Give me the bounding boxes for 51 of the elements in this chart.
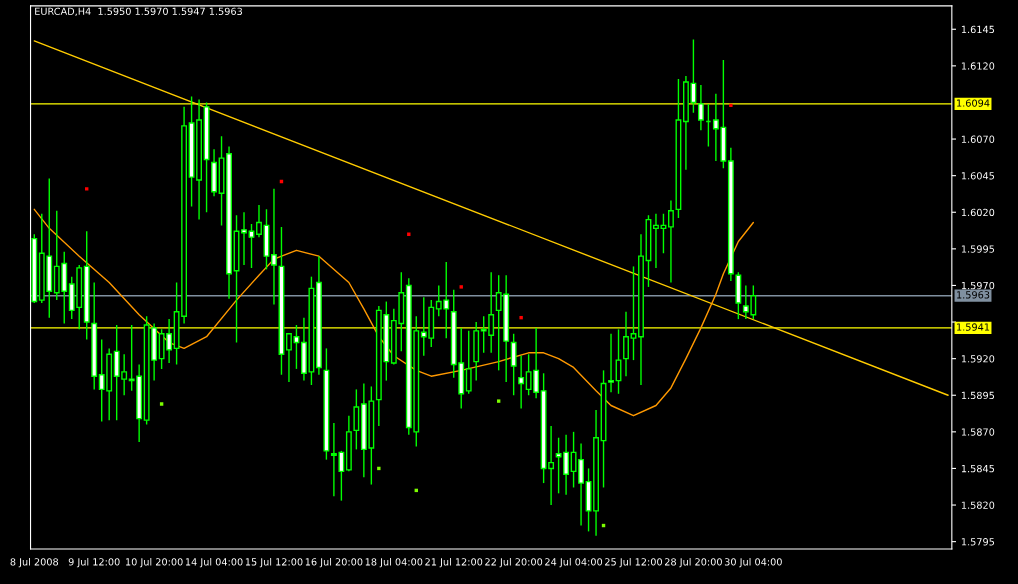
candlestick	[653, 213, 659, 269]
x-tick-label: 25 Jul 12:00	[605, 557, 662, 568]
point	[377, 466, 381, 471]
candlestick	[465, 330, 472, 395]
y-tick-label: 1.5845	[961, 464, 995, 473]
x-tick-label: 22 Jul 20:00	[485, 557, 543, 568]
point	[496, 399, 501, 403]
candlestick	[630, 265, 637, 361]
ref-line-label: 1.5963	[957, 291, 990, 299]
y-tick-label: 1.6045	[961, 172, 995, 180]
y-tick-label: 1.5795	[961, 538, 995, 546]
y-tick-label: 1.6070	[961, 135, 995, 143]
point	[459, 285, 463, 289]
line-series	[33, 208, 755, 417]
x-tick-label: 14 Jul 04:00	[185, 557, 243, 568]
y-tick-label: 1.5970	[961, 281, 995, 290]
y-tick-label: 1.5820	[961, 501, 995, 509]
y-tick-label: 1.6020	[961, 208, 995, 217]
y-tick-label: 1.5995	[961, 245, 995, 253]
candlestick	[510, 333, 517, 396]
candlestick	[697, 84, 704, 131]
point	[85, 187, 89, 191]
y-tick-label: 1.5920	[961, 355, 995, 363]
candlestick	[608, 333, 614, 394]
ref-line-label: 1.5941	[957, 323, 990, 331]
x-tick-label: 15 Jul 12:00	[245, 557, 303, 568]
y-tick-label: 1.5895	[961, 391, 995, 400]
x-tick-label: 28 Jul 20:00	[664, 557, 722, 568]
candlestick	[256, 204, 262, 238]
x-tick-label: 30 Jul 04:00	[724, 557, 782, 568]
candlestick	[623, 311, 629, 377]
y-tick-label: 1.6145	[961, 25, 995, 34]
candlestick	[241, 211, 247, 266]
chart-title: EURCAD,H4 1.5950 1.5970 1.5947 1.5963	[35, 7, 243, 16]
candlestick	[353, 388, 360, 451]
x-tick-label: 18 Jul 04:00	[365, 557, 423, 568]
point	[159, 402, 164, 406]
point	[519, 315, 523, 320]
ref-line-label: 1.6094	[957, 99, 990, 107]
x-tick-label: 10 Jul 20:00	[126, 557, 183, 568]
candlestick	[271, 188, 277, 306]
candlestick	[518, 355, 525, 410]
y-tick-label: 1.6120	[961, 62, 995, 70]
x-tick-label: 8 Jul 2008	[10, 557, 59, 568]
x-tick-label: 9 Jul 12:00	[68, 557, 120, 568]
x-tick-label: 16 Jul 20:00	[305, 557, 363, 568]
candlestick	[668, 199, 674, 284]
x-tick-label: 21 Jul 12:00	[425, 557, 483, 568]
y-tick-label: 1.5870	[961, 428, 995, 436]
point	[729, 103, 733, 108]
x-tick-label: 24 Jul 04:00	[545, 557, 603, 568]
